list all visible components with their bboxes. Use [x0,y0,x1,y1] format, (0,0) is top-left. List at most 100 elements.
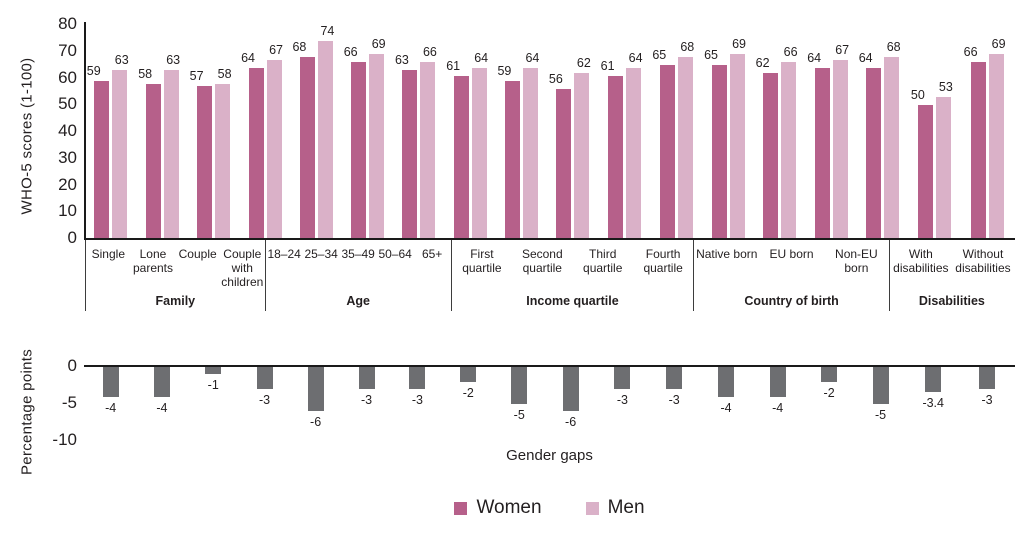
gap-bar: -3 [256,367,273,407]
gap-value-label: -1 [207,378,219,392]
category-label-cell: 25–34 [303,240,340,311]
legend: Women Men [85,497,1014,519]
men-bar: 68 [884,40,901,238]
women-bar: 66 [964,45,987,238]
category-labels-row: With disabilities Without disabilities [890,240,1014,311]
category-label-cell: Couple with children [220,240,265,311]
top-y-tick-label: 50 [58,94,77,113]
gap-bar-cell: -3.4 [906,367,960,451]
men-value-label: 66 [422,45,437,59]
gap-bar: -4 [718,367,734,415]
women-bar: 59 [87,64,110,238]
gap-value-label: -3 [668,393,680,407]
women-value-label: 61 [446,59,461,73]
category-label: Couple [178,247,217,261]
gap-bar: -3 [358,367,375,407]
men-value-label: 64 [628,51,643,65]
gap-bar-cell: -4 [136,367,187,451]
gap-value-label: -4 [105,401,117,415]
legend-women-label: Women [476,497,542,518]
gap-bar-cell: -3 [392,367,443,451]
category-label: 25–34 [304,247,338,261]
men-bar: 66 [781,45,798,238]
gap-value-label: -4 [720,401,732,415]
gap-bar: -3 [409,367,426,407]
category-label-cell: Single [86,240,131,311]
men-value-label: 68 [886,40,901,54]
category-label-cell: EU born [759,240,824,311]
gap-bar: -6 [307,367,324,429]
women-bar: 64 [807,51,830,238]
category-label: Lone parents [132,247,173,275]
women-bar: 66 [344,45,367,238]
women-value-label: 61 [600,59,615,73]
women-bar: 61 [446,59,469,238]
women-value-label: 64 [858,51,873,65]
men-value-label: 69 [991,37,1006,51]
bar-pair: 66 69 [964,37,1006,238]
bar-pair-cell: 62 66 [754,24,806,238]
bar-pair: 57 58 [190,67,232,238]
gap-bar: -3 [614,367,631,407]
category-label: 18–24 [267,247,301,261]
gap-value-label: -4 [772,401,784,415]
category-label-cell: Native born [694,240,759,311]
category-label: 50–64 [378,247,412,261]
top-y-tick-label: 0 [67,228,77,247]
gap-value-label: -3 [981,393,993,407]
gap-bar: -1 [205,367,222,392]
bar-pair-cell: 58 63 [136,24,187,238]
gap-bar-cell: -5 [855,367,906,451]
women-value-label: 66 [963,45,978,59]
gap-value-label: -3 [258,393,271,407]
men-value-label: 68 [680,40,695,54]
bottom-y-tick-label: -10 [52,430,77,449]
men-bar: 53 [936,80,953,238]
gap-bar-group: -3.4 -3 [906,367,1014,451]
women-bar: 50 [911,88,934,238]
group-label: Income quartile [526,294,619,308]
category-label-cell: Non-EU born [824,240,889,311]
men-bar: 58 [215,67,232,238]
bar-pair-cell: 66 69 [961,24,1014,238]
category-label-cell: 65+ [414,240,451,311]
women-value-label: 66 [343,45,358,59]
category-label-cell: Third quartile [573,240,633,311]
category-band-group: 18–24 25–34 35–49 50–64 65+ Age [264,240,451,311]
gap-value-label: -3 [411,393,423,407]
men-bar: 69 [369,37,386,238]
gap-bar-group: -4 -4 -1 -3 [85,367,290,451]
women-value-label: 64 [807,51,822,65]
men-value-label: 69 [371,37,386,51]
gap-bar-cell: -3 [239,367,290,451]
bar-group: 59 63 58 63 57 58 64 67 [85,24,291,238]
gap-bar-cell: -4 [85,367,136,451]
gap-value-label: -5 [874,408,887,422]
legend-entry-men: Men [585,497,645,519]
men-bar: 67 [832,43,849,238]
bar-group: 62 66 64 67 64 68 [754,24,909,238]
gap-bar-cell: -1 [188,367,239,451]
bar-pair: 64 68 [859,40,901,238]
top-y-axis-line [84,22,86,240]
bar-pair: 64 67 [241,43,283,238]
men-bar: 64 [522,51,539,238]
bar-pair-cell: 64 68 [857,24,909,238]
bar-pair: 63 66 [395,45,437,238]
bar-pair: 56 62 [549,56,591,238]
women-value-label: 65 [652,48,667,62]
bar-pair: 62 66 [756,45,798,238]
women-value-label: 64 [241,51,255,65]
bar-pair-cell: 66 69 [342,24,393,238]
category-label: 35–49 [341,247,375,261]
bar-pair-cell: 63 66 [393,24,444,238]
gap-value-label: -5 [513,408,525,422]
women-bar: 65 [704,48,727,238]
men-value-label: 66 [783,45,798,59]
gap-bar-cell: -2 [443,367,494,451]
men-value-label: 53 [938,80,953,94]
men-bar: 63 [112,53,129,238]
category-label: EU born [769,247,814,261]
category-label: Native born [696,247,758,261]
gap-bar: -4 [102,367,119,415]
